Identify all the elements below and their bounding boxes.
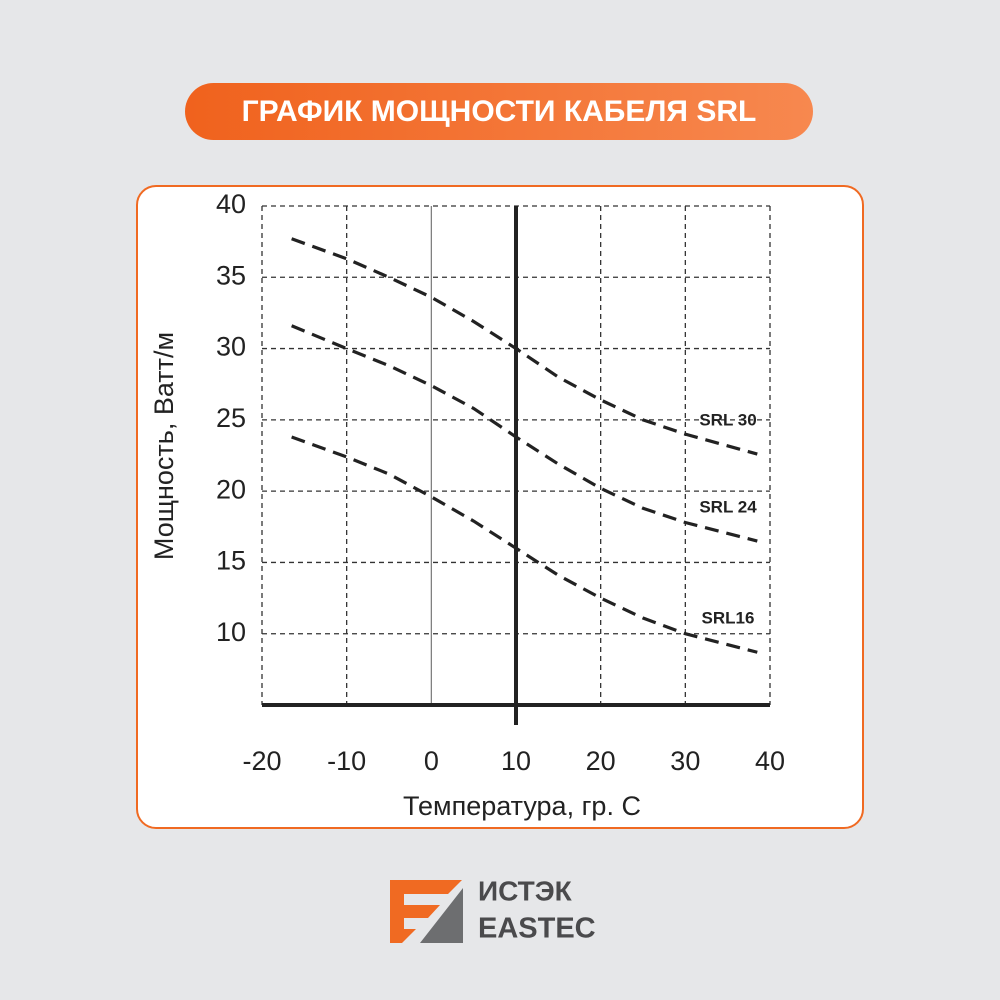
x-tick-label: -20 <box>242 746 281 776</box>
series-line <box>291 324 758 543</box>
y-tick-label: 30 <box>216 332 246 362</box>
x-tick-label: -10 <box>327 746 366 776</box>
y-tick-label: 20 <box>216 474 246 504</box>
header-title: ГРАФИК МОЩНОСТИ КАБЕЛЯ SRL <box>185 83 813 140</box>
y-tick-label: 40 <box>216 189 246 219</box>
series-label: SRL16 <box>702 609 755 628</box>
logo-text: ИСТЭК <box>478 875 573 906</box>
series-label: SRL 24 <box>699 498 757 517</box>
logo-icon <box>390 880 462 943</box>
logo: ИСТЭК EASTEC <box>390 875 596 945</box>
x-tick-label: 0 <box>424 746 439 776</box>
y-tick-label: 35 <box>216 260 246 290</box>
y-axis-label: Мощность, Ватт/м <box>149 332 179 560</box>
x-tick-label: 30 <box>670 746 700 776</box>
chart-card <box>136 185 864 829</box>
y-tick-label: 15 <box>216 546 246 576</box>
logo-icon <box>420 888 463 943</box>
series-line <box>291 435 758 654</box>
logo-text: EASTEC <box>478 913 596 945</box>
x-tick-label: 40 <box>755 746 785 776</box>
y-tick-label: 25 <box>216 403 246 433</box>
y-tick-label: 10 <box>216 617 246 647</box>
x-tick-label: 10 <box>501 746 531 776</box>
x-tick-label: 20 <box>586 746 616 776</box>
x-axis-label: Температура, гр. С <box>403 791 641 821</box>
series-line <box>291 237 758 456</box>
series-label: SRL 30 <box>699 411 756 430</box>
